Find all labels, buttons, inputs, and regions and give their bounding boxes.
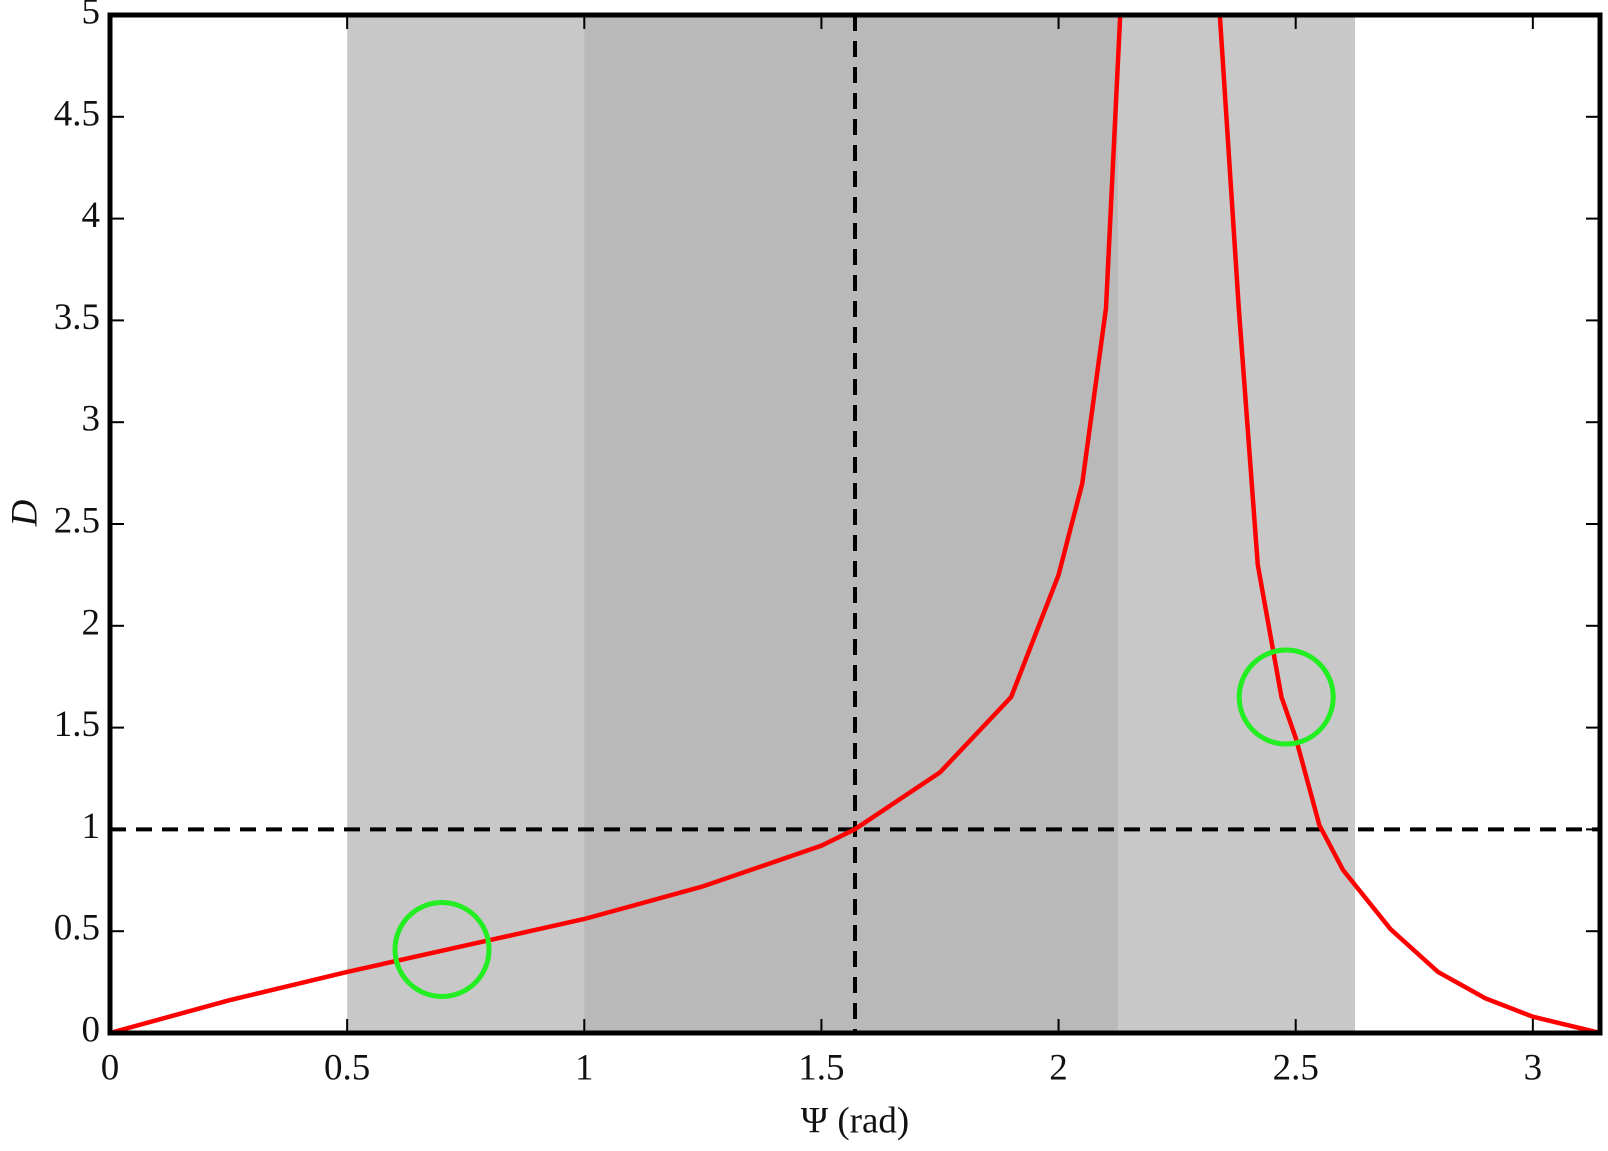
y-tick-label: 2.5 — [54, 500, 100, 541]
highlight-marker — [1236, 647, 1336, 747]
y-tick-label: 1.5 — [54, 704, 100, 745]
plot-area — [110, 15, 1600, 1033]
y-axis-label: D — [4, 499, 45, 527]
x-tick-label: 2.5 — [1273, 1047, 1319, 1088]
x-tick-label: 1.5 — [798, 1047, 844, 1088]
y-tick-label: 0.5 — [54, 908, 100, 949]
y-tick-label: 4.5 — [54, 93, 100, 134]
y-tick-label: 3.5 — [54, 297, 100, 338]
y-tick-label: 0 — [82, 1009, 101, 1050]
y-tick-label: 3 — [82, 399, 101, 440]
x-tick-label: 0.5 — [324, 1047, 370, 1088]
y-tick-label: 4 — [82, 195, 101, 236]
x-axis-label: Ψ (rad) — [801, 1100, 909, 1141]
x-tick-label: 2 — [1049, 1047, 1068, 1088]
highlight-marker — [392, 900, 492, 1000]
y-tick-label: 1 — [82, 806, 101, 847]
y-tick-label: 5 — [82, 0, 101, 32]
y-tick-label: 2 — [82, 602, 101, 643]
x-tick-label: 1 — [575, 1047, 594, 1088]
data-line — [110, 15, 1600, 1033]
x-tick-label: 0 — [101, 1047, 120, 1088]
shaded-span — [584, 15, 1118, 1033]
x-tick-label: 3 — [1524, 1047, 1543, 1088]
axes-frame — [107, 12, 1603, 1036]
